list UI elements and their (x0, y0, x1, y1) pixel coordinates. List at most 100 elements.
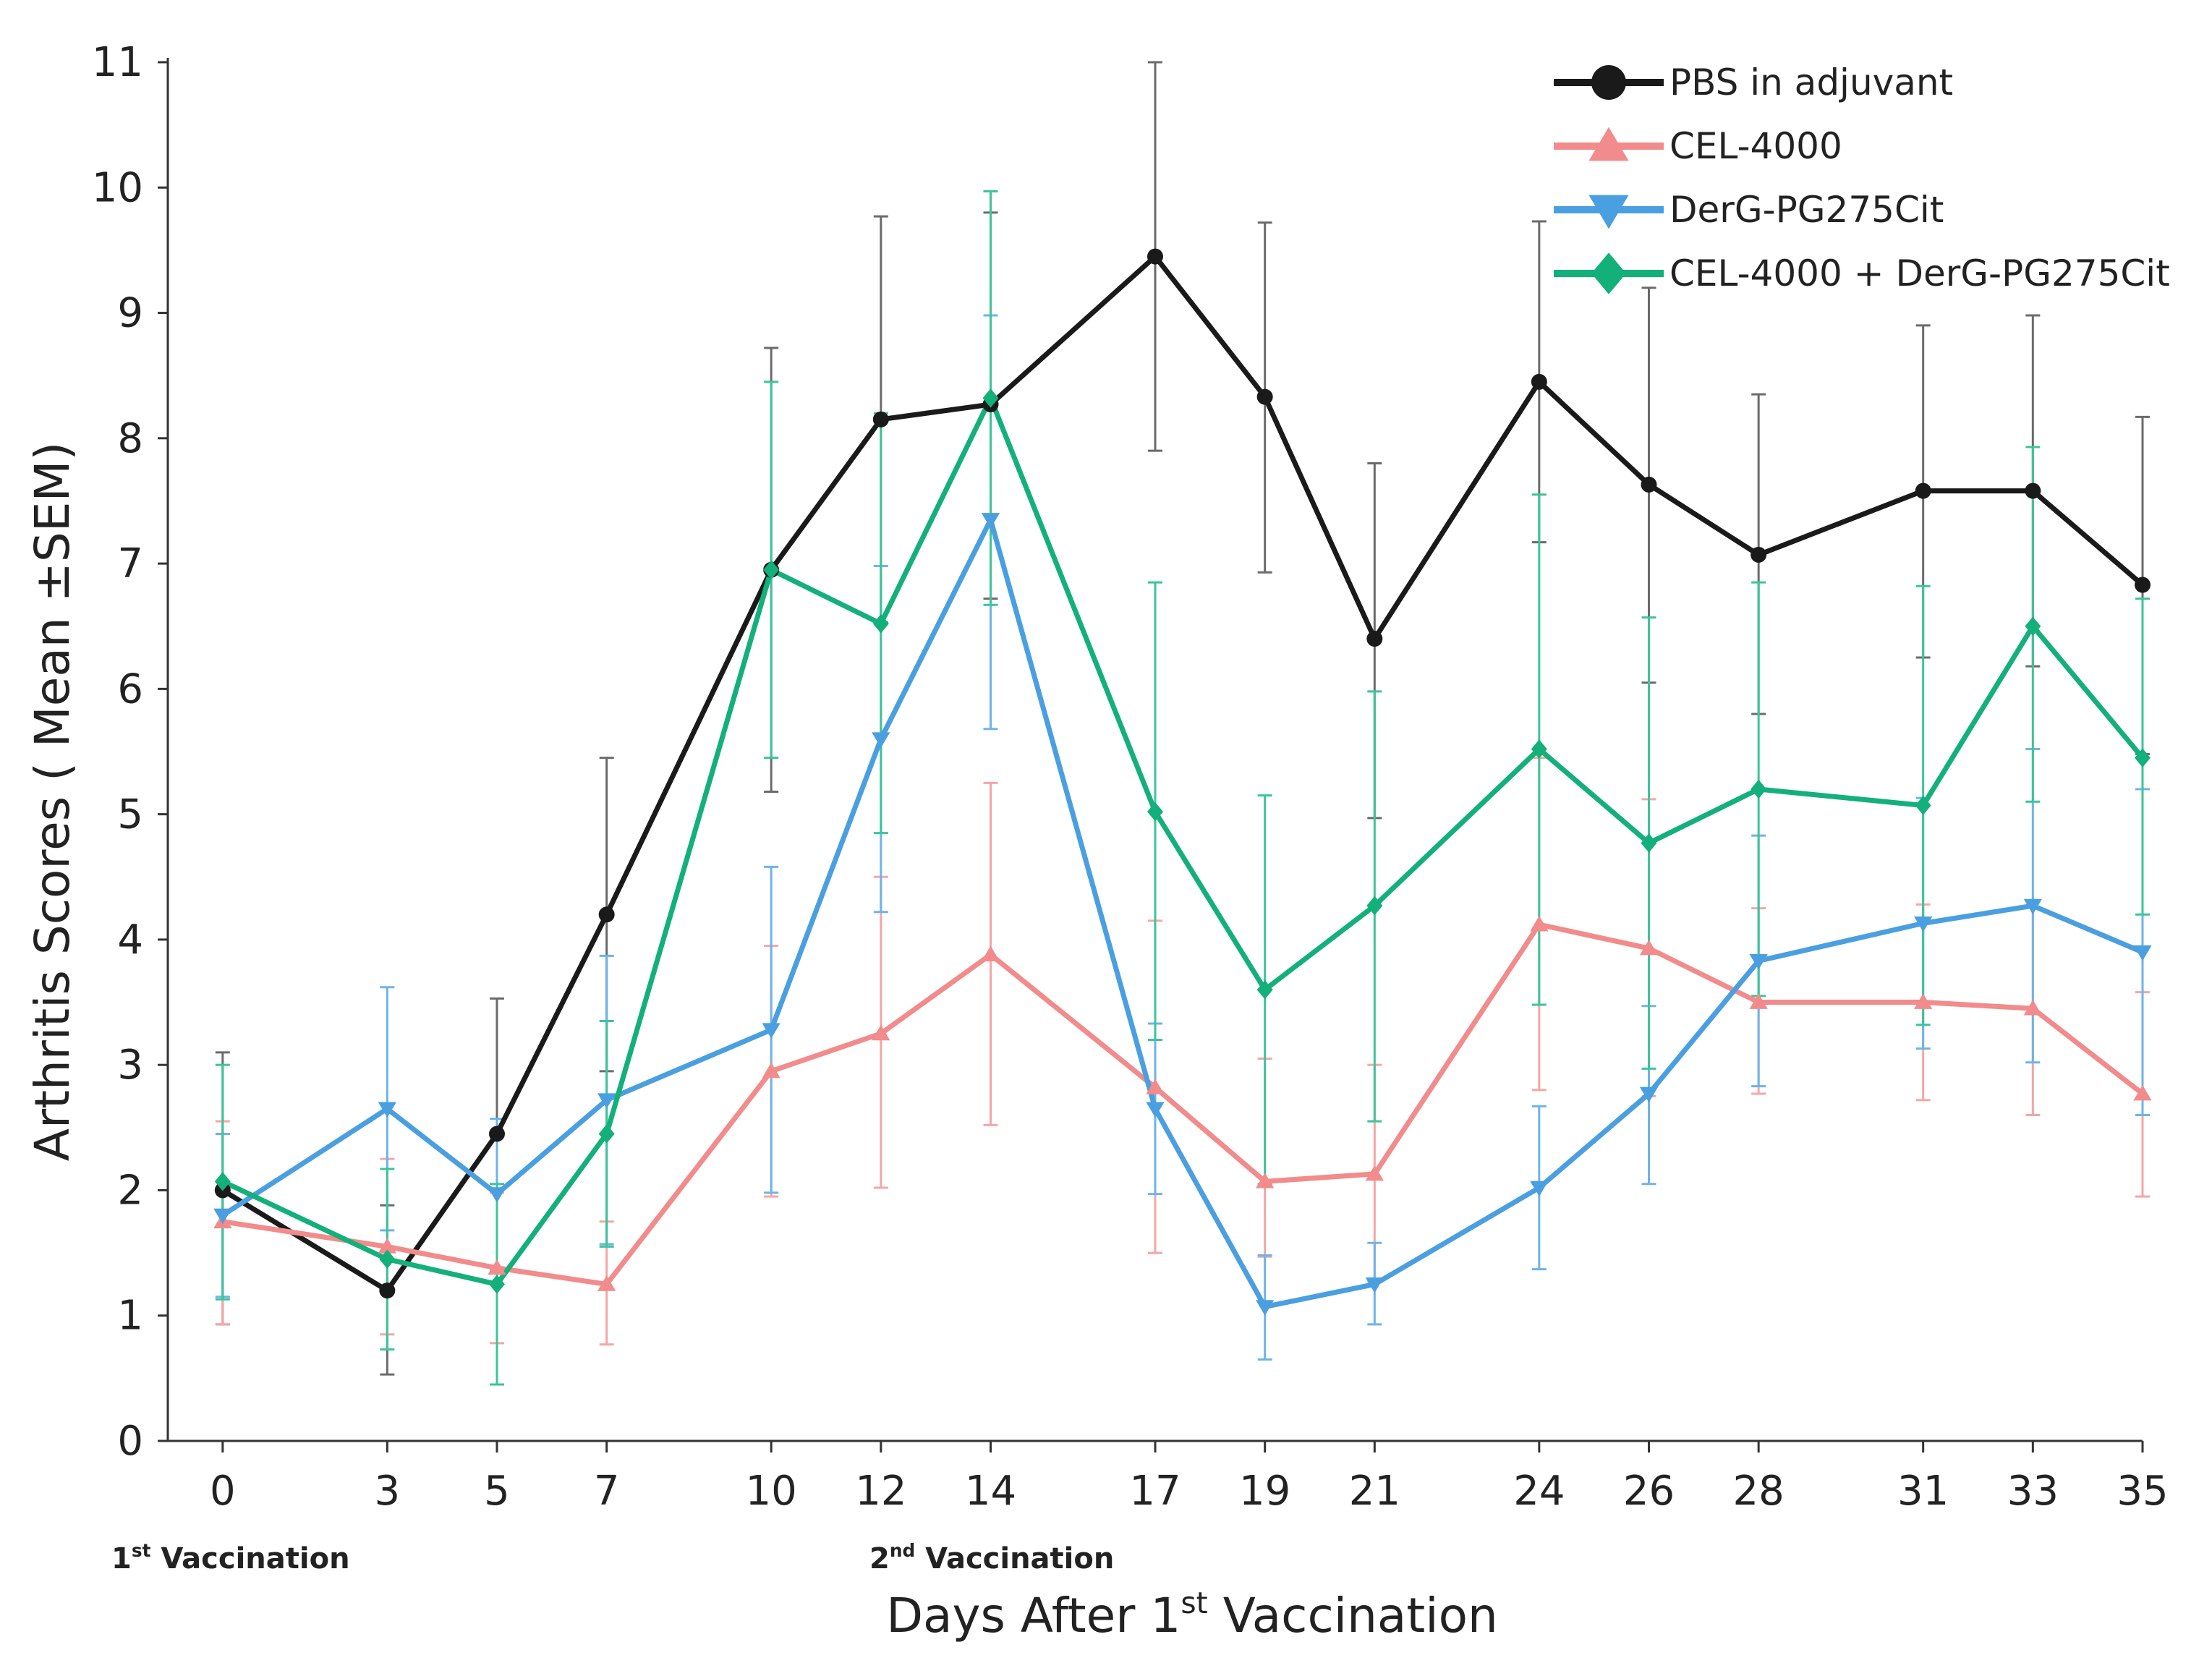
data-point (378, 1238, 396, 1254)
data-point (2133, 945, 2152, 961)
y-tick-label: 2 (117, 1167, 143, 1214)
data-point (1366, 631, 1383, 647)
data-point (1531, 373, 1547, 390)
x-axis-title: Days After 1st Vaccination (886, 1586, 1498, 1643)
data-point (1147, 801, 1163, 822)
data-point (2133, 1084, 2152, 1101)
series-line-2 (222, 922, 2145, 1287)
data-point (1146, 1079, 1165, 1094)
y-tick-label: 11 (92, 39, 143, 86)
y-tick-label: 4 (117, 916, 143, 964)
x-tick-label: 31 (1897, 1468, 1949, 1515)
data-point (1365, 1165, 1384, 1181)
data-point (489, 1126, 505, 1142)
data-point (1749, 954, 1768, 970)
data-point (1641, 476, 1657, 493)
data-point (378, 1102, 396, 1118)
x-tick-label: 0 (210, 1468, 236, 1515)
data-point (2135, 748, 2151, 767)
x-tick-label: 21 (1349, 1468, 1400, 1515)
x-tick-label: 3 (375, 1468, 401, 1515)
data-point (872, 1024, 890, 1041)
data-point (379, 1283, 396, 1299)
data-point (489, 1275, 505, 1294)
x-tick-label: 14 (965, 1468, 1016, 1515)
x-tick-label: 33 (2007, 1468, 2059, 1515)
data-point (762, 1023, 780, 1039)
data-point (762, 1062, 780, 1079)
data-point (488, 1259, 506, 1275)
data-point (379, 1249, 396, 1269)
series-line-4 (221, 395, 2145, 1287)
data-point (872, 732, 890, 748)
data-point (1914, 916, 1933, 932)
series-markers (213, 248, 2152, 1316)
x-tick-label: 17 (1129, 1468, 1181, 1515)
data-point (982, 388, 999, 408)
data-point (1147, 248, 1163, 265)
data-point (1256, 980, 1273, 1000)
y-tick-label: 7 (117, 540, 143, 587)
data-point (1751, 546, 1767, 563)
x-tick-label: 7 (594, 1468, 620, 1515)
data-point (597, 1093, 616, 1109)
data-point (2025, 482, 2041, 499)
y-tick-label: 10 (92, 164, 143, 211)
data-point (598, 906, 615, 923)
x-tick-label: 24 (1513, 1468, 1565, 1515)
x-tick-label: 19 (1239, 1468, 1290, 1515)
data-point (1639, 1086, 1659, 1103)
x-tick-label: 28 (1733, 1468, 1785, 1515)
data-point (1530, 1181, 1549, 1197)
data-point (981, 945, 1000, 962)
legend-label: CEL-4000 + DerG-PG275Cit (1669, 252, 2170, 294)
data-point (1915, 796, 1931, 815)
series-line-1 (221, 254, 2145, 1293)
data-point (1751, 779, 1767, 799)
legend-marker (1588, 195, 1629, 229)
x-tick-label: 5 (484, 1468, 510, 1515)
x-tick-label: 26 (1623, 1468, 1675, 1515)
data-point (763, 560, 780, 579)
y-tick-label: 9 (117, 290, 143, 337)
y-tick-label: 5 (117, 791, 143, 838)
data-point (1366, 896, 1383, 916)
y-tick-label: 6 (117, 665, 143, 713)
data-point (981, 513, 1000, 529)
series-lines (221, 254, 2145, 1310)
legend-marker (1591, 65, 1626, 100)
data-point (1256, 1173, 1275, 1188)
y-tick-label: 0 (117, 1418, 143, 1465)
y-tick-label: 3 (117, 1042, 143, 1089)
data-point (2023, 898, 2042, 915)
legend-label: DerG-PG275Cit (1669, 189, 1944, 231)
y-tick-label: 1 (117, 1293, 143, 1340)
legend: PBS in adjuvant CEL-4000 DerG-PG275Cit CEL-… (1554, 61, 2170, 294)
x-tick-label: 10 (746, 1468, 797, 1515)
data-point (1915, 482, 1931, 499)
data-point (1641, 833, 1657, 853)
legend-label: PBS in adjuvant (1669, 61, 1953, 103)
data-point (598, 1124, 615, 1144)
series-line-3 (221, 516, 2144, 1310)
data-point (1256, 388, 1273, 405)
legend-marker (1591, 252, 1626, 294)
data-point (1749, 993, 1768, 1009)
data-point (2135, 577, 2151, 593)
y-axis-title: Arthritis Scores ( Mean ±SEM) (25, 442, 80, 1161)
data-point (1146, 1102, 1165, 1118)
data-point (1639, 939, 1659, 956)
legend-marker (1588, 127, 1629, 161)
data-point (1530, 916, 1549, 932)
y-tick-label: 8 (117, 415, 143, 462)
first-vaccination-label: 1st Vaccination (111, 1540, 350, 1575)
data-point (1256, 1300, 1275, 1316)
second-vaccination-label: 2nd Vaccination (869, 1540, 1114, 1575)
data-point (213, 1208, 232, 1225)
data-point (597, 1275, 616, 1291)
legend-label: CEL-4000 (1669, 125, 1842, 167)
x-tick-label: 12 (855, 1468, 906, 1515)
data-point (872, 614, 889, 634)
